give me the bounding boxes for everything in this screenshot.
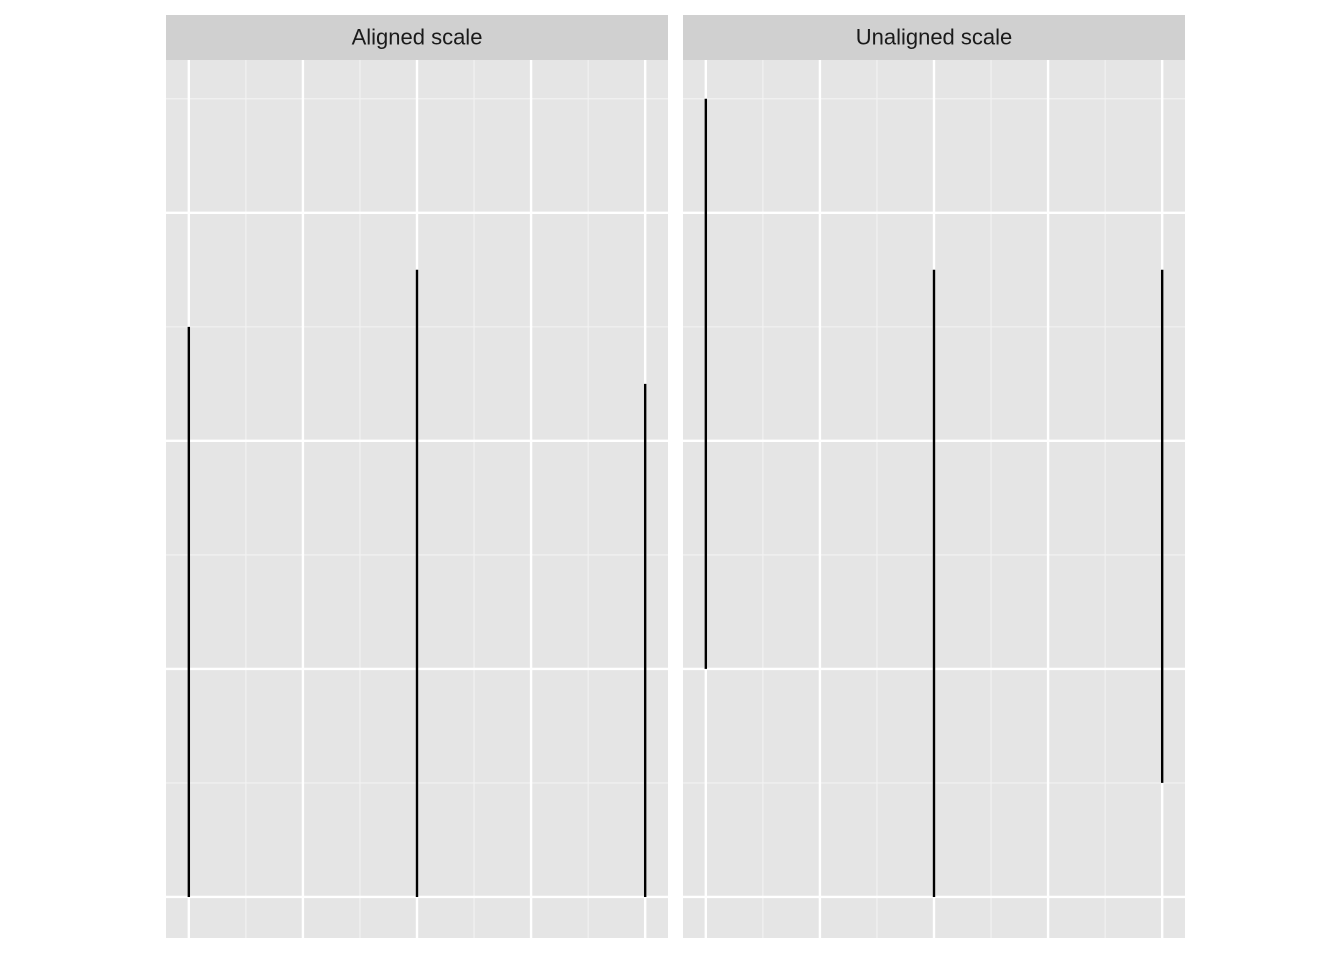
strip-label: Unaligned scale	[856, 24, 1013, 49]
strip-background	[166, 15, 668, 60]
strip-background	[683, 15, 1185, 60]
strip-label: Aligned scale	[352, 24, 483, 49]
